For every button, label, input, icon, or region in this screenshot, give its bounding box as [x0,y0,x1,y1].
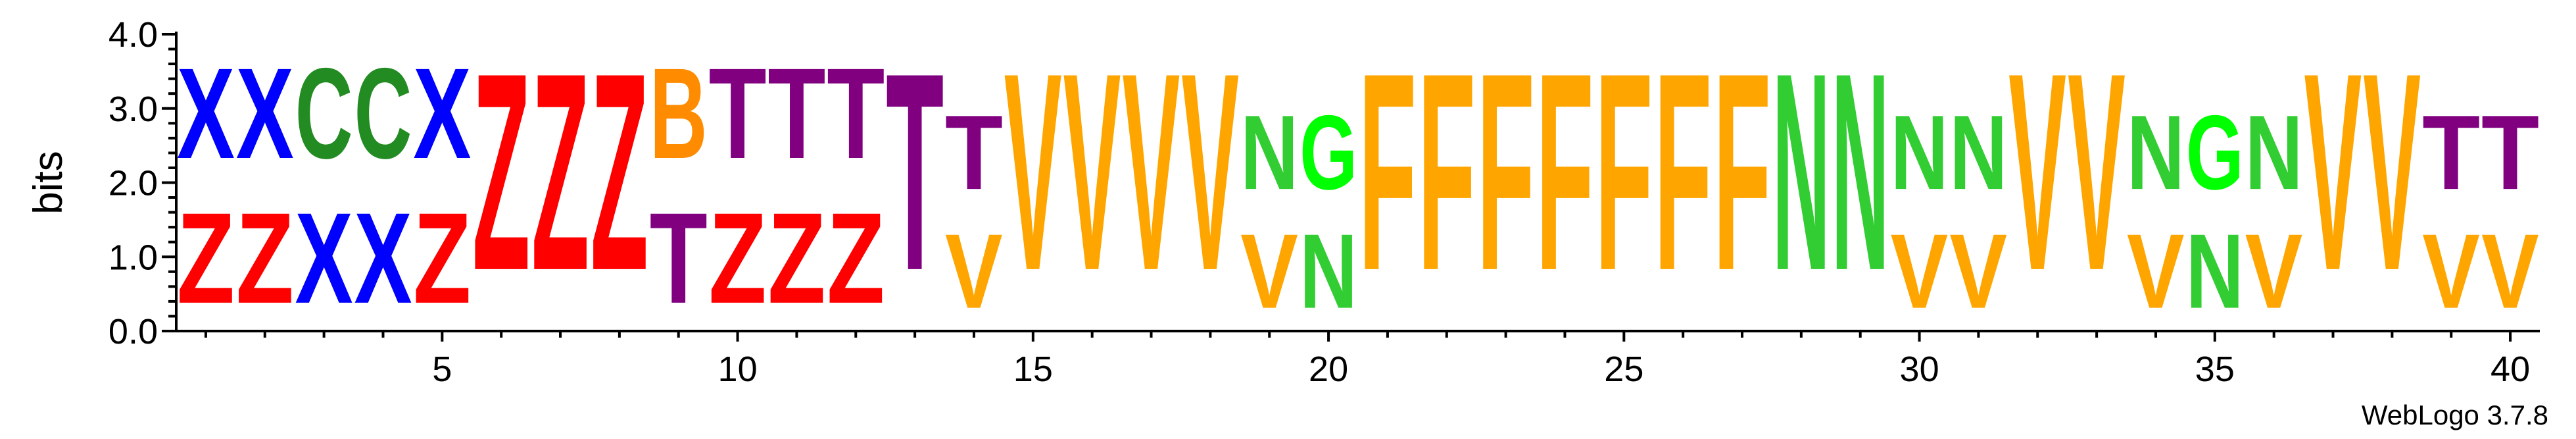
logo-letter-z: Z [591,14,648,329]
logo-letter-g: G [1300,94,1357,212]
x-tick-label: 15 [1013,349,1053,389]
logo-letter-z: Z [827,186,885,330]
logo-letter-x: X [413,42,471,186]
x-tick-label: 35 [2195,349,2235,389]
logo-letter-t: T [2481,94,2539,212]
logo-letter-n: N [2186,213,2244,330]
logo-letter-v: V [2422,213,2480,331]
logo-letter-v: V [2363,14,2421,330]
logo-letter-x: X [236,42,294,186]
logo-letter-v: V [2008,14,2066,330]
logo-letter-v: V [1240,213,1298,331]
logo-letter-v: V [1122,14,1180,330]
x-tick-label: 10 [718,349,758,389]
y-tick-label: 2.0 [109,164,158,203]
logo-letter-z: Z [709,186,767,330]
logo-letter-v: V [1949,213,2007,331]
logo-letter-n: N [1891,94,1949,212]
y-tick-label: 0.0 [109,312,158,351]
x-axis-ticks: 5 10 15 20 25 30 35 40 [204,331,2530,389]
logo-letter-t: T [709,41,767,186]
logo-letter-g: G [2186,94,2244,212]
logo-letter-v: V [1891,213,1949,331]
logo-letter-t: T [945,94,1003,212]
y-tick-label: 3.0 [109,90,158,129]
logo-letter-t: T [2422,94,2480,212]
logo-letter-z: Z [767,186,825,330]
logo-letter-f: F [1654,14,1712,329]
logo-letter-z: Z [413,186,471,330]
logo-letter-f: F [1359,14,1417,329]
x-tick-label: 30 [1900,349,1939,389]
axes: 0.0 1.0 2.0 3.0 4.0 5 10 15 20 25 30 35 40 bits [26,15,2540,389]
x-tick-label: 25 [1604,349,1643,389]
logo-letter-f: F [1713,14,1771,329]
logo-letter-v: V [1004,14,1062,330]
logo-letter-n: N [1949,94,2007,212]
logo-letter-v: V [1181,14,1239,330]
logo-letter-t: T [650,186,708,330]
logo-letter-t: T [827,41,885,186]
logo-letter-n: N [1832,14,1889,329]
logo-letter-v: V [2068,14,2126,330]
logo-letter-n: N [2245,94,2303,212]
x-tick-label: 40 [2491,349,2530,389]
y-axis-title: bits [26,151,71,214]
logo-letter-n: N [1240,94,1298,212]
logo-letter-v: V [945,213,1003,331]
logo-letter-f: F [1477,14,1535,329]
logo-letter-x: X [177,42,235,186]
y-axis-ticks: 0.0 1.0 2.0 3.0 4.0 [109,15,176,351]
logo-letter-v: V [1063,14,1121,330]
x-tick-label: 20 [1309,349,1348,389]
y-tick-label: 4.0 [109,15,158,55]
logo-letter-v: V [2127,213,2185,331]
logo-letter-t: T [886,14,944,329]
logo-letter-z: Z [472,14,530,329]
logo-letter-f: F [1595,14,1653,329]
x-tick-label: 5 [432,349,452,389]
logo-letter-c: C [295,41,353,186]
logo-letter-b: B [650,41,708,186]
logo-letter-z: Z [177,186,235,330]
logo-letter-n: N [2127,94,2185,212]
logo-letter-v: V [2481,213,2539,331]
logo-letter-c: C [354,41,412,186]
logo-letter-z: Z [236,186,294,330]
logo-letter-f: F [1418,14,1476,329]
logo-letter-x: X [295,187,353,330]
logo-letter-z: Z [531,14,589,329]
logo-letter-x: X [354,187,412,330]
y-tick-label: 1.0 [109,238,158,277]
logo-letter-v: V [2245,213,2303,331]
logo-letter-t: T [767,41,825,186]
logo-letter-v: V [2304,14,2362,330]
logo-letter-n: N [1300,213,1357,330]
logo-letter-n: N [1772,14,1830,329]
logo-letter-f: F [1536,14,1593,329]
weblogo-credit: WebLogo 3.7.8 [2362,400,2548,430]
